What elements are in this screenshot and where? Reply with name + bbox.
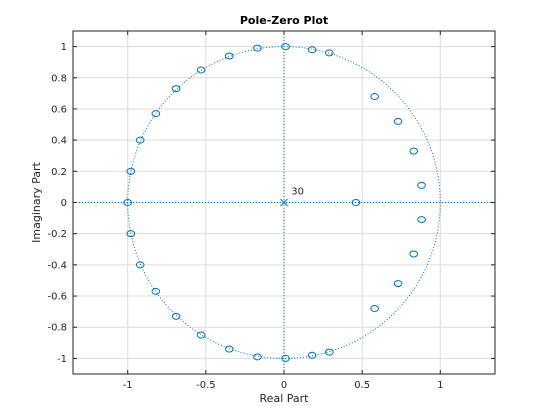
- y-tick-label-9: 0.8: [51, 73, 67, 84]
- zero-marker-13: [151, 287, 161, 295]
- zero-marker-25: [417, 216, 426, 224]
- zero-marker-4: [224, 52, 234, 60]
- x-tick-label-0: -1: [123, 380, 133, 391]
- chart-title: Pole-Zero Plot: [240, 14, 328, 27]
- x-axis-ticks: -1 -0.5 0 0.5 1: [123, 31, 443, 391]
- zero-marker-18: [281, 354, 290, 362]
- y-tick-label-10: 1: [61, 42, 67, 53]
- zero-marker-22: [393, 117, 403, 125]
- zero-marker-6: [171, 85, 181, 93]
- y-tick-label-2: -0.6: [47, 292, 67, 303]
- markers-layer: [123, 43, 426, 362]
- zero-marker-27: [393, 280, 403, 288]
- y-tick-label-5: 0: [61, 198, 67, 209]
- y-tick-label-7: 0.4: [51, 136, 67, 147]
- zero-marker-17: [253, 353, 262, 361]
- pole-marker-0: [280, 198, 288, 207]
- y-tick-label-1: -0.8: [47, 323, 67, 334]
- zero-marker-9: [126, 167, 136, 175]
- x-tick-label-1: -0.5: [196, 380, 216, 391]
- zero-marker-20: [325, 348, 334, 356]
- y-tick-label-8: 0.6: [51, 104, 67, 115]
- zero-marker-21: [370, 92, 379, 100]
- zero-marker-29: [351, 199, 361, 206]
- y-axis-ticks: -1 -0.8 -0.6 -0.4 -0.2 0 0.2 0.4 0.6 0.8 1: [47, 42, 495, 365]
- y-tick-label-4: -0.2: [47, 229, 67, 240]
- zero-marker-26: [409, 250, 419, 258]
- zero-marker-5: [196, 66, 206, 74]
- zero-marker-3: [253, 44, 262, 52]
- zero-marker-16: [224, 345, 234, 353]
- x-tick-label-4: 1: [437, 380, 443, 391]
- y-axis-label: Imaginary Part: [30, 161, 43, 242]
- zero-marker-10: [123, 199, 133, 206]
- zero-marker-28: [370, 305, 379, 313]
- y-tick-label-0: -1: [57, 354, 67, 365]
- zero-marker-11: [126, 230, 136, 238]
- zero-marker-2: [325, 49, 334, 57]
- zero-marker-0: [281, 43, 290, 51]
- y-tick-label-6: 0.2: [51, 167, 67, 178]
- x-tick-label-2: 0: [281, 380, 287, 391]
- x-tick-label-3: 0.5: [354, 380, 370, 391]
- zero-marker-1: [307, 46, 317, 54]
- zero-marker-14: [171, 312, 181, 320]
- zero-marker-15: [196, 331, 206, 339]
- y-tick-label-3: -0.4: [47, 260, 67, 271]
- zero-marker-23: [409, 147, 419, 155]
- zero-marker-8: [135, 136, 145, 144]
- zero-marker-7: [151, 110, 161, 118]
- annotation-label: 30: [291, 186, 304, 197]
- zero-marker-19: [307, 351, 317, 359]
- zero-marker-12: [135, 261, 145, 269]
- x-axis-label: Real Part: [260, 392, 310, 405]
- zero-marker-24: [417, 181, 426, 189]
